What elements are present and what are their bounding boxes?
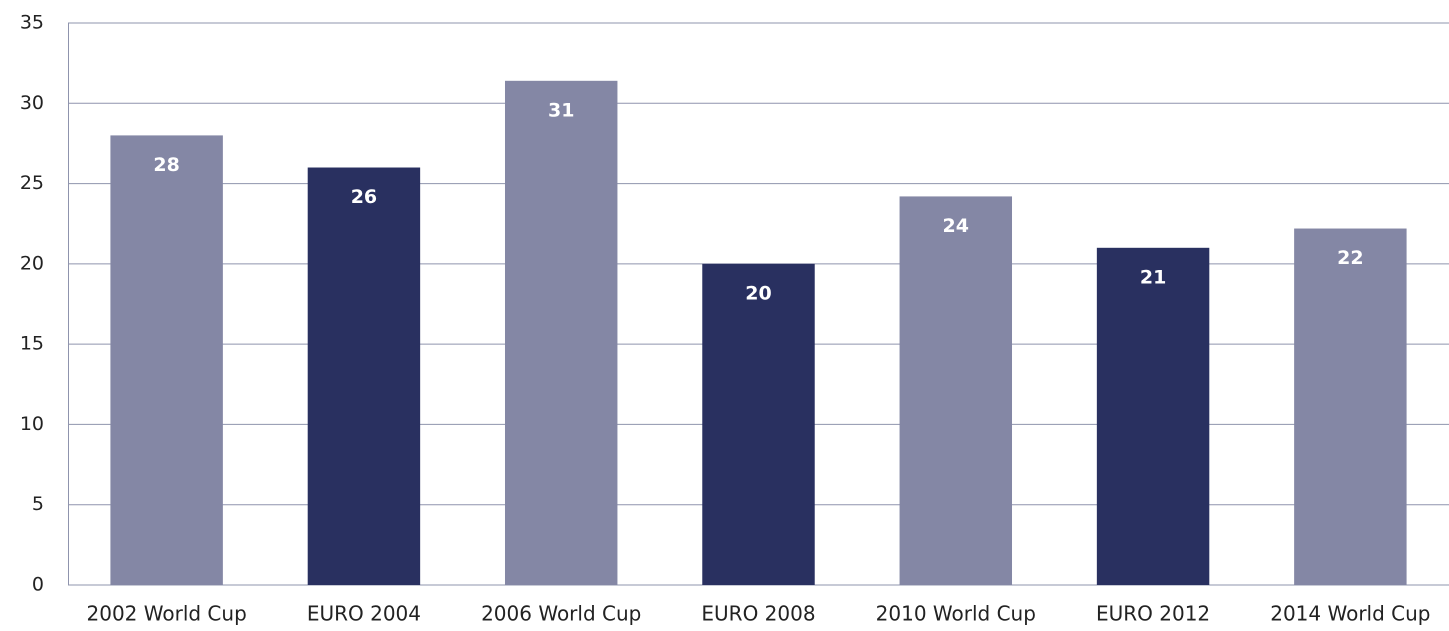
value-label: 21 (1140, 266, 1166, 288)
value-label: 26 (351, 186, 377, 208)
y-tick-label: 20 (20, 252, 44, 274)
bar (1294, 228, 1407, 585)
bar (504, 80, 618, 585)
x-tick-label: 2002 World Cup (87, 602, 247, 626)
bar (110, 135, 223, 585)
x-tick-label: EURO 2012 (1096, 602, 1210, 626)
x-tick-label: 2006 World Cup (481, 602, 641, 626)
x-tick-label: 2010 World Cup (876, 602, 1036, 626)
bar (899, 196, 1013, 585)
x-tick-label: 2014 World Cup (1270, 602, 1430, 626)
bar (702, 263, 815, 585)
y-tick-label: 10 (20, 413, 44, 435)
y-tick-label: 0 (32, 574, 44, 596)
bar (1096, 247, 1210, 586)
value-label: 22 (1337, 247, 1363, 269)
value-label: 20 (745, 282, 771, 304)
y-tick-label: 25 (20, 172, 44, 194)
y-tick-label: 5 (32, 493, 44, 515)
value-label: 24 (943, 215, 969, 237)
value-label: 31 (548, 99, 574, 121)
y-tick-label: 35 (20, 12, 44, 34)
y-tick-label: 30 (20, 92, 44, 114)
value-label: 28 (153, 154, 179, 176)
x-tick-label: EURO 2004 (307, 602, 421, 626)
y-tick-label: 15 (20, 333, 44, 355)
bar (307, 167, 421, 585)
x-tick-label: EURO 2008 (701, 602, 815, 626)
